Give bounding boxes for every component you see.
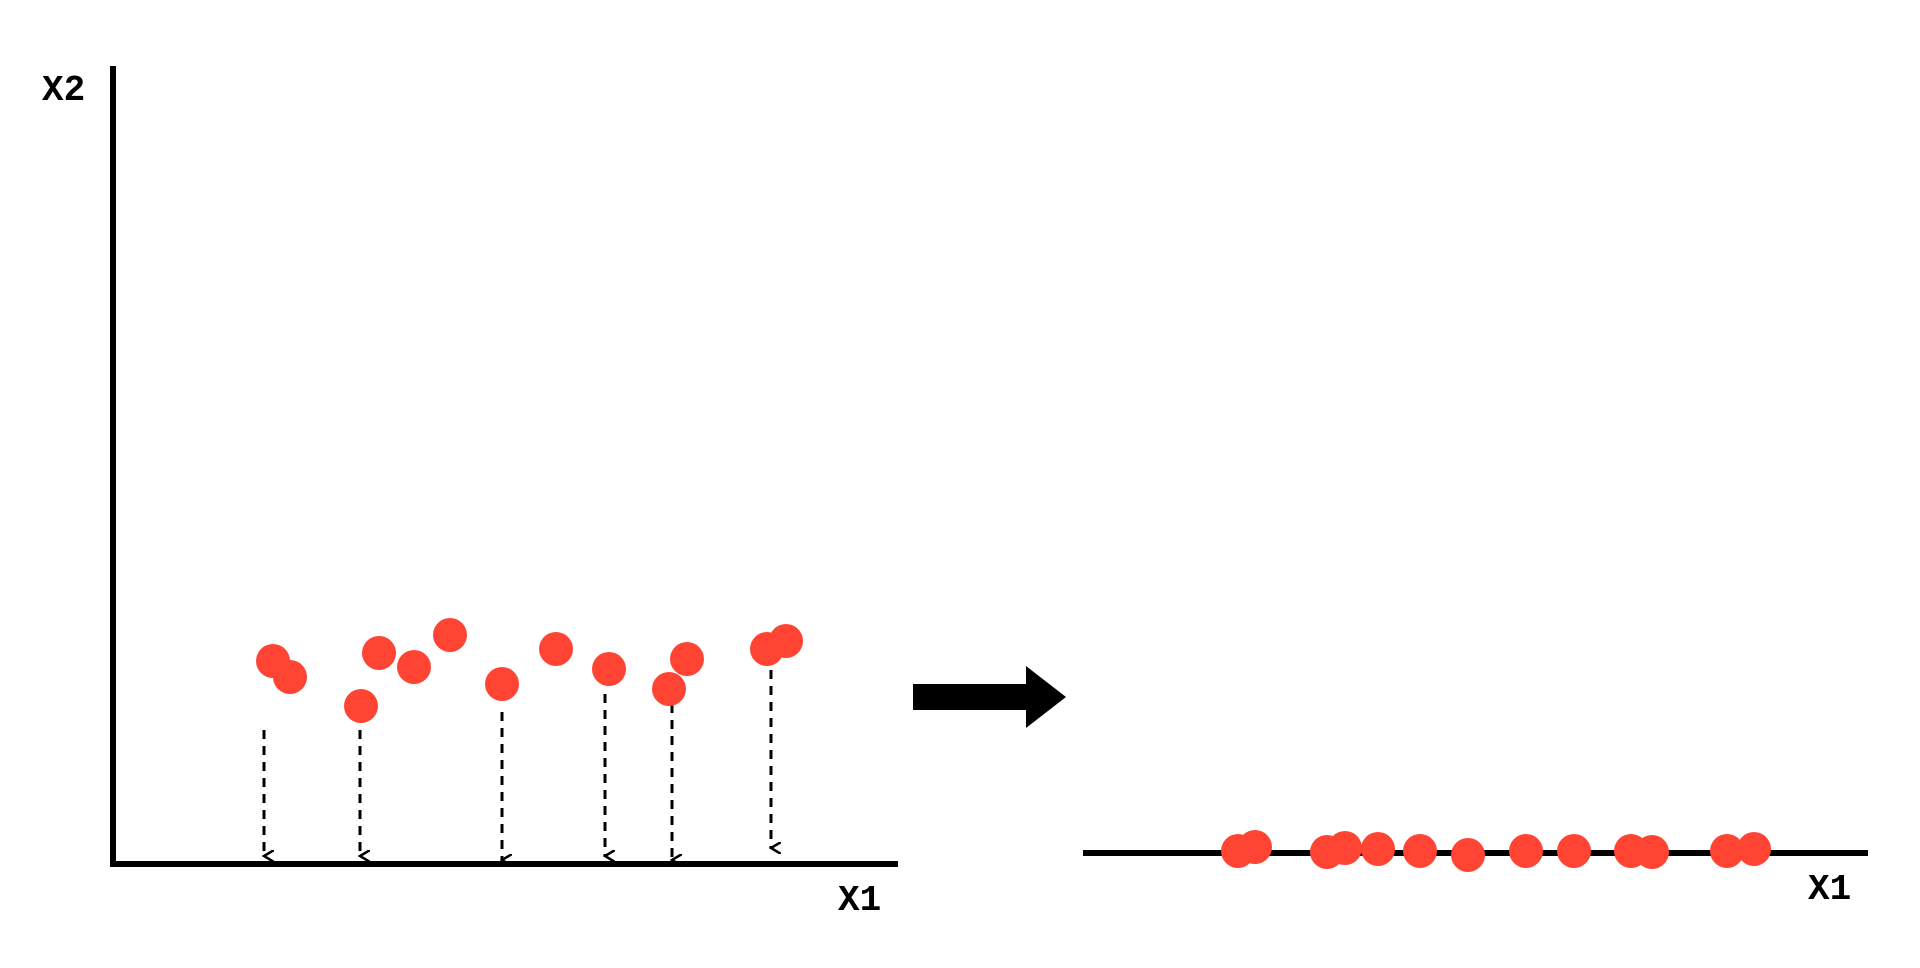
data-point — [1328, 831, 1362, 865]
left-x-axis-label: X1 — [838, 880, 881, 921]
data-point — [485, 667, 519, 701]
data-point — [362, 636, 396, 670]
data-point — [273, 660, 307, 694]
data-point — [397, 650, 431, 684]
data-point — [1451, 838, 1485, 872]
right-x-axis-label: X1 — [1808, 869, 1851, 910]
projected-points-1d — [1221, 830, 1771, 872]
data-point — [652, 672, 686, 706]
transform-arrow-icon — [913, 666, 1066, 728]
data-points-2d — [256, 618, 803, 723]
data-point — [670, 642, 704, 676]
data-point — [1737, 832, 1771, 866]
projection-arrows — [264, 670, 771, 860]
data-point — [344, 689, 378, 723]
data-point — [592, 652, 626, 686]
data-point — [1361, 832, 1395, 866]
right-panel-1d-plot: X1 — [1083, 830, 1868, 910]
data-point — [1635, 835, 1669, 869]
left-panel-2d-plot: X2 X1 — [42, 66, 898, 921]
data-point — [1557, 834, 1591, 868]
left-y-axis-label: X2 — [42, 70, 85, 111]
data-point — [433, 618, 467, 652]
data-point — [1710, 834, 1744, 868]
data-point — [769, 624, 803, 658]
data-point — [1238, 830, 1272, 864]
data-point — [539, 632, 573, 666]
data-point — [1509, 834, 1543, 868]
data-point — [1403, 834, 1437, 868]
